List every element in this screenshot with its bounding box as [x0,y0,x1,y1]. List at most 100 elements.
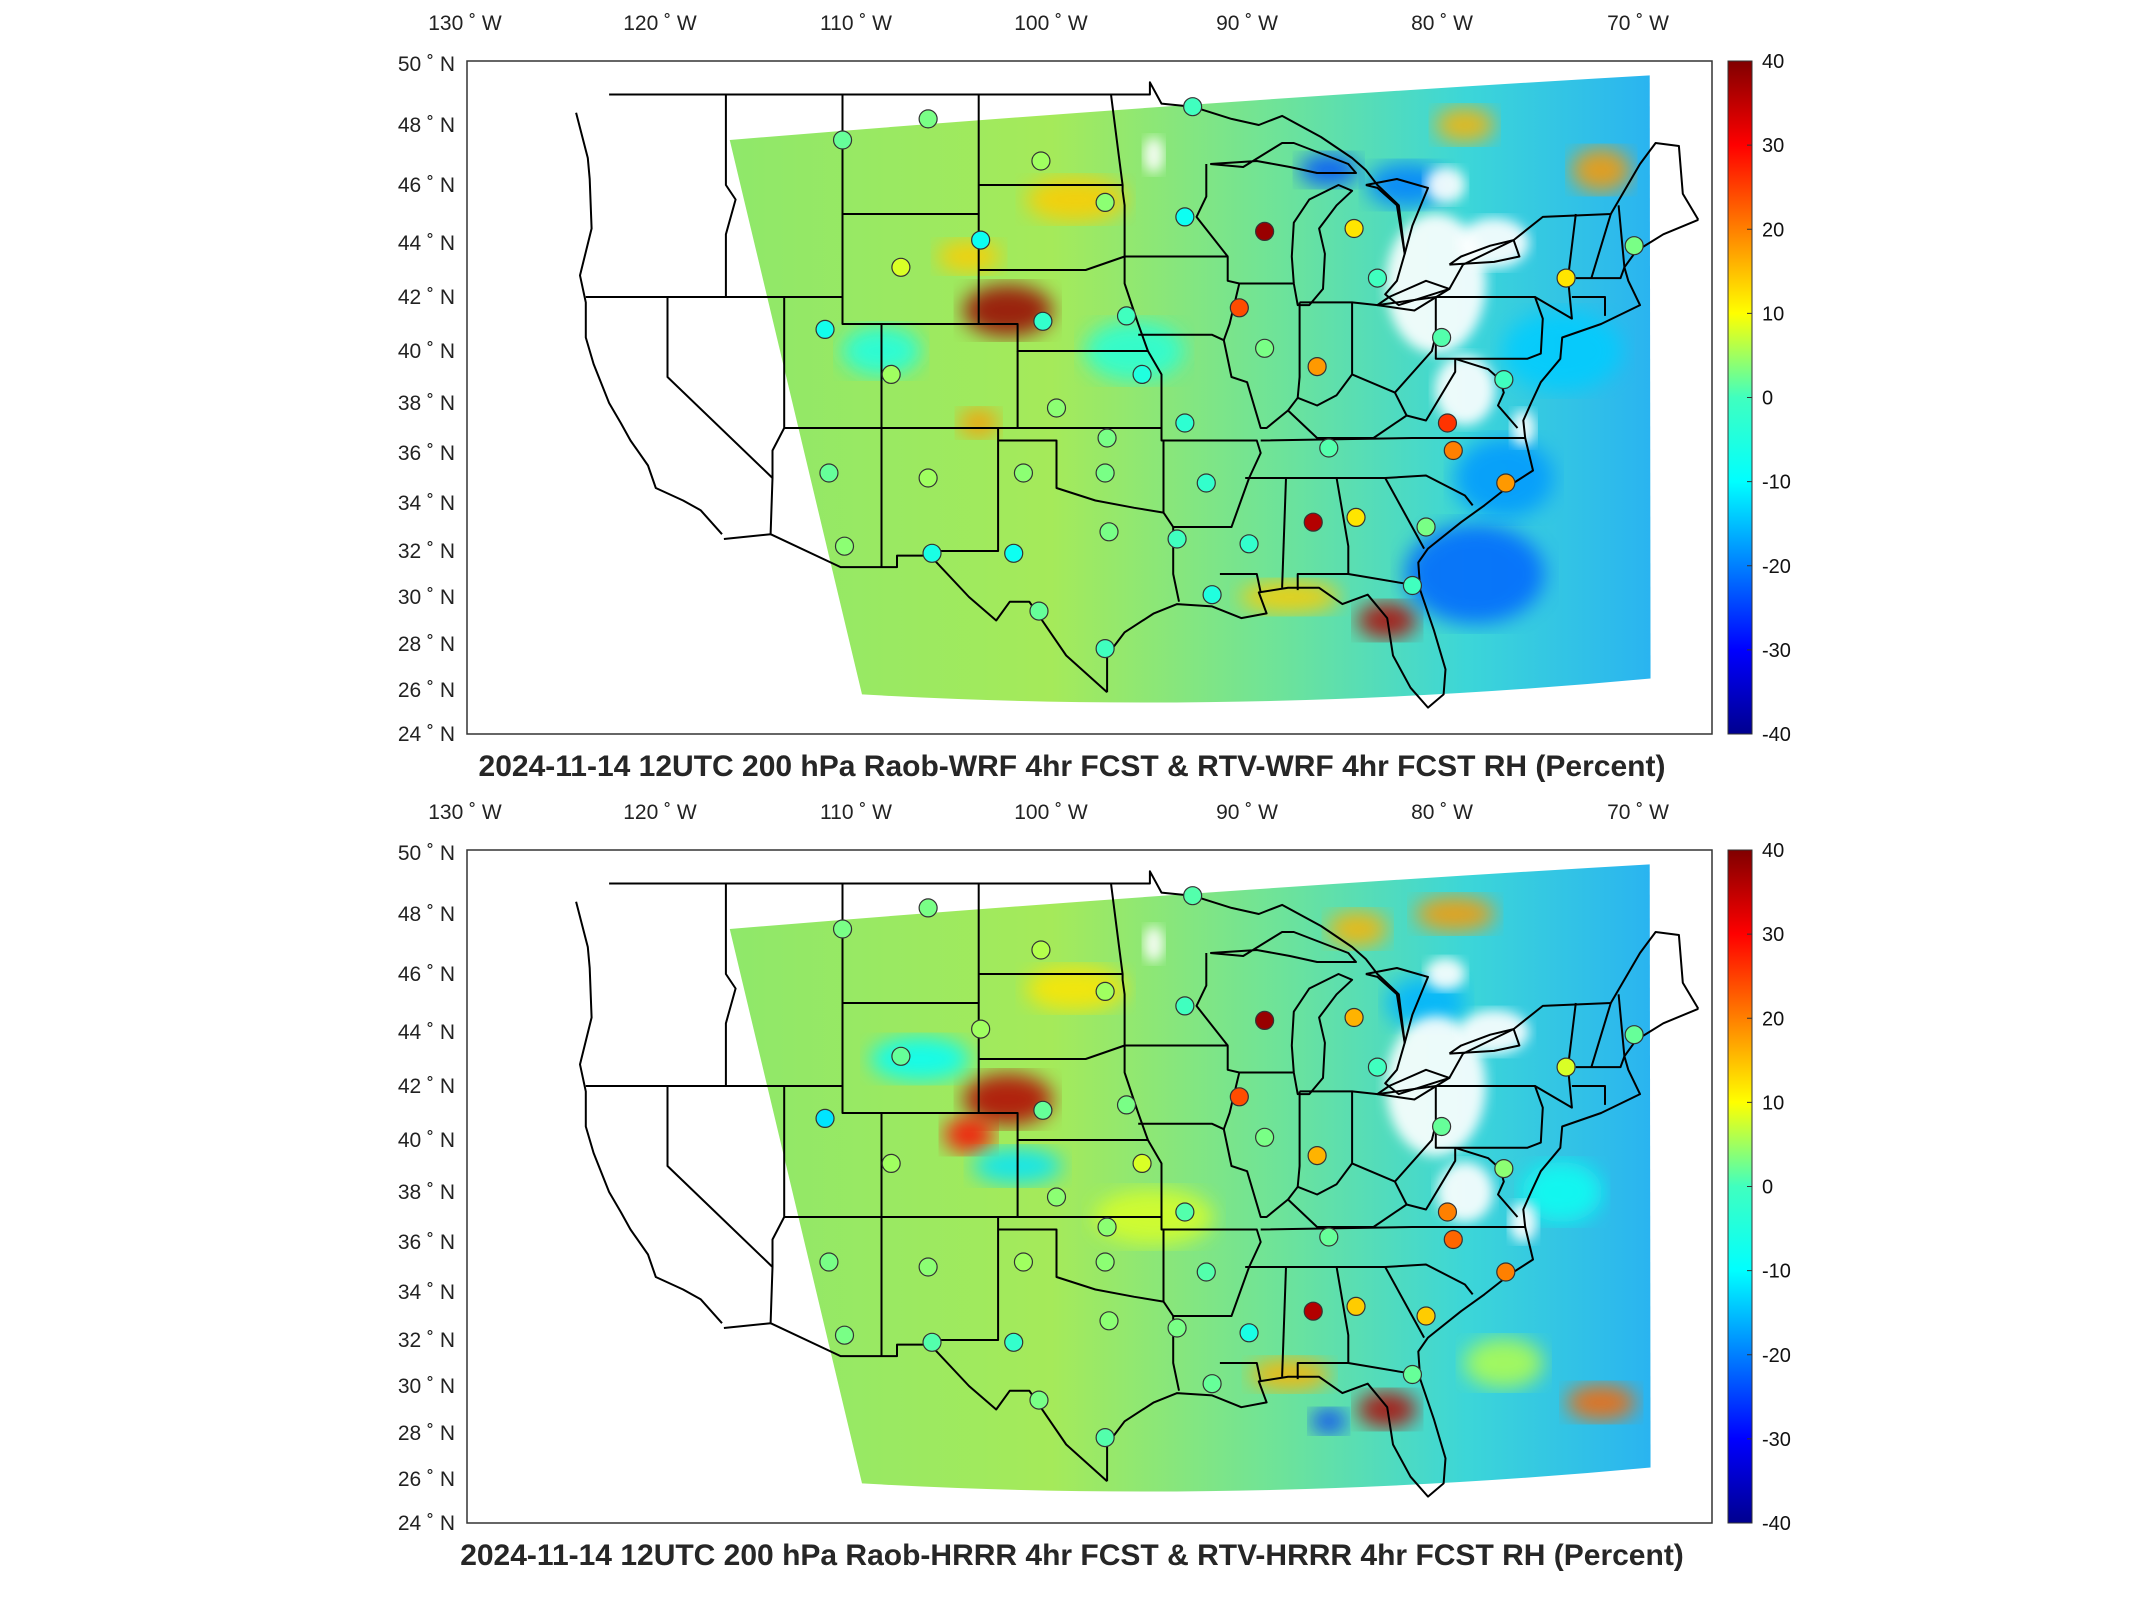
boundary-line [1297,1090,1354,1196]
station-marker [1004,1332,1024,1352]
station-marker [1319,438,1339,458]
field-anomaly [936,240,1001,273]
station-marker [1202,585,1222,605]
longitude-label: 70 ˚ W [1607,801,1669,824]
station-marker [1437,413,1458,433]
raob-station-markers [815,886,1644,1448]
colorbar-tick-label: 30 [1762,135,1784,157]
station-marker [1095,1252,1115,1272]
latitude-label: 38 ˚ N [398,1181,455,1204]
field-anomaly [1463,1338,1544,1388]
latitude-label: 42 ˚ N [398,1075,455,1098]
boundary-line [1590,1002,1612,1068]
boundary-line [1290,973,1354,1096]
panel-wrf: 130 ˚ W 120 ˚ W 110 ˚ W 100 ˚ W 90 ˚ W 80 ˚ W… [398,12,1791,783]
boundary-line [1162,512,1175,528]
station-marker [1229,298,1249,318]
boundary-line [1434,296,1544,360]
station-marker [1319,1227,1339,1247]
station-marker [1095,192,1115,212]
missing-data-area [1425,958,1466,990]
longitude-labels: 130 ˚ W 120 ˚ W 110 ˚ W 100 ˚ W 90 ˚ W 80 ˚ W… [428,801,1669,824]
longitude-label: 80 ˚ W [1411,801,1473,824]
station-marker [834,536,855,556]
latitude-labels: 50 ˚ N 48 ˚ N 46 ˚ N 44 ˚ N 42 ˚ N 40 ˚ N 38 ˚… [398,842,455,1535]
colorbar-tick-label: 20 [1762,1008,1784,1030]
boundary-line [1448,1028,1521,1055]
station-marker [1494,370,1514,390]
station-marker [1443,440,1463,461]
boundary-line [1162,1301,1175,1317]
station-marker [1494,1158,1514,1179]
colorbar-tick-label: 10 [1762,1092,1784,1114]
station-marker [1303,1301,1323,1321]
latitude-label: 34 ˚ N [398,1281,455,1304]
panel-title: 2024-11-14 12UTC 200 hPa Raob-WRF 4hr FC… [479,750,1666,783]
field-anomaly [1249,1358,1330,1391]
station-marker [1095,981,1115,1002]
boundary-line [928,1217,1000,1341]
colorbar-scale [1727,60,1753,735]
station-marker [971,230,991,250]
field-anomaly [870,1037,971,1081]
station-marker [1046,1187,1067,1207]
station-marker [1432,327,1452,348]
longitude-label: 90 ˚ W [1216,801,1278,824]
station-marker [1437,1202,1458,1222]
boundary-line [928,428,1000,552]
field-anomaly [1404,524,1545,624]
boundary-line [1260,1226,1526,1231]
boundary-line [1590,213,1612,279]
station-marker [1432,1116,1452,1137]
boundary-line [1571,296,1606,316]
station-marker [891,257,911,277]
station-marker [891,1046,911,1066]
station-marker [922,543,942,563]
station-marker [1167,529,1187,549]
station-marker [918,898,938,918]
colorbar-tick-label: -20 [1762,556,1791,578]
boundary-line [1195,953,1229,1047]
field-anomaly [958,409,999,437]
latitude-label: 40 ˚ N [398,340,455,363]
boundary-line [1448,239,1521,266]
longitude-label: 80 ˚ W [1411,12,1473,35]
station-marker [1346,507,1366,528]
colorbar-tick-label: 40 [1762,840,1784,862]
station-marker [1116,306,1137,326]
station-marker [1416,517,1436,537]
station-marker [819,1252,839,1272]
latitude-label: 30 ˚ N [398,586,455,609]
missing-data-area [1143,137,1164,173]
station-marker [1307,1145,1327,1166]
boundary-line [1575,266,1626,280]
station-marker [832,130,853,150]
station-marker [971,1019,991,1039]
station-marker [1167,1318,1187,1338]
station-marker [1255,1010,1275,1031]
latitude-label: 24 ˚ N [398,1512,455,1535]
boundary-line [1290,184,1354,307]
boundary-line [1365,967,1429,1044]
panel-hrrr: 130 ˚ W 120 ˚ W 110 ˚ W 100 ˚ W 90 ˚ W 80 ˚ W… [398,801,1791,1572]
latitude-label: 32 ˚ N [398,1329,455,1352]
station-marker [1116,1095,1137,1115]
station-marker [1255,221,1275,241]
station-marker [1183,886,1203,906]
boundary-line [1534,1002,1577,1109]
station-marker [1239,534,1259,554]
station-marker [1031,151,1051,171]
latitude-label: 36 ˚ N [398,442,455,465]
latitude-label: 32 ˚ N [398,540,455,563]
station-marker [1031,940,1051,960]
boundary-line [1376,279,1451,312]
field-anomaly [1239,581,1340,613]
longitude-label: 100 ˚ W [1014,12,1088,35]
boundary-line [1617,205,1626,268]
latitude-label: 48 ˚ N [398,114,455,137]
station-marker [819,463,839,483]
station-marker [1303,512,1323,532]
missing-data-area [1509,1202,1538,1242]
missing-data-area [1434,355,1495,425]
